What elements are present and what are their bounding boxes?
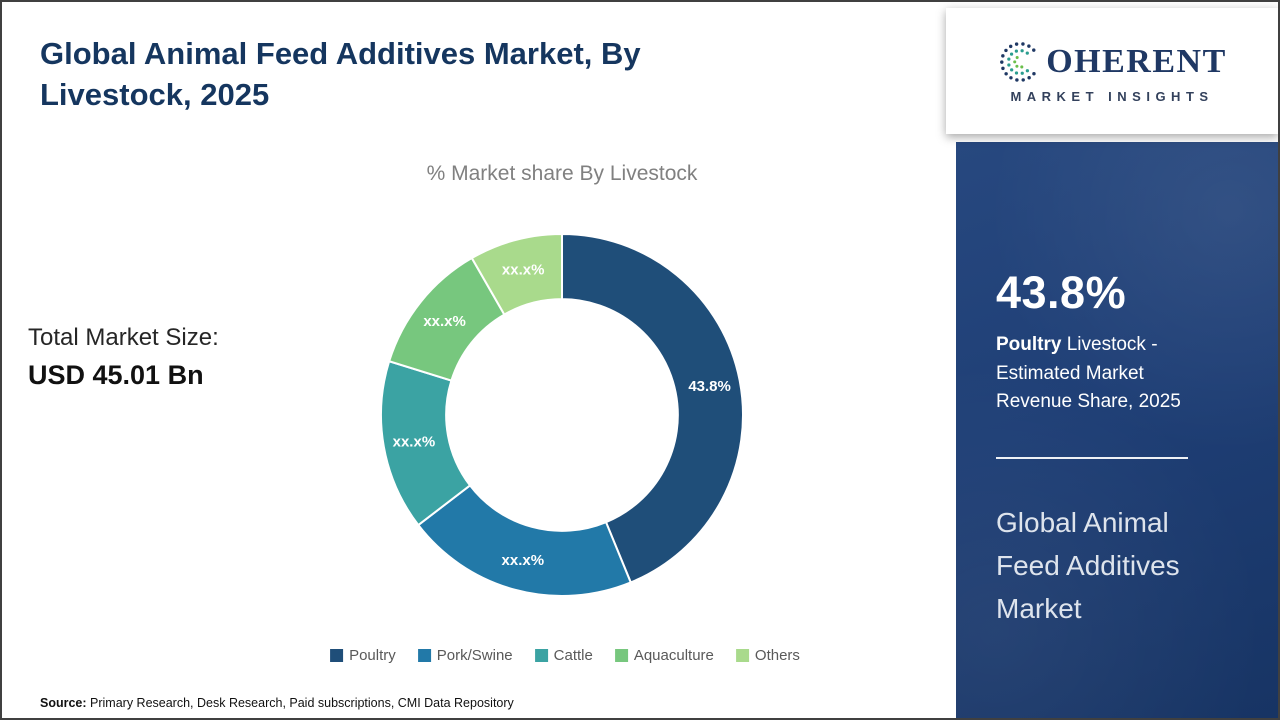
legend-swatch-icon [330,649,344,662]
legend-item-others: Others [735,647,800,664]
cmi-logo-subtext: MARKET INSIGHTS [1010,88,1214,104]
donut-chart-area: 43.8% xx.x% xx.x% xx.x% xx.x% [377,230,747,600]
sidebar-divider [996,456,1188,459]
donut-slice-poultry [561,232,744,584]
chart-legend: Poultry Pork/Swine Cattle Aquaculture Others [330,647,800,664]
page-title: Global Animal Feed Additives Market, By … [40,36,641,112]
source-line: Source: Primary Research, Desk Research,… [40,696,514,710]
source-text: Primary Research, Desk Research, Paid su… [86,696,514,710]
legend-swatch-icon [735,649,749,662]
slice-label-others: xx.x% [502,262,545,279]
legend-item-pork-swine: Pork/Swine [417,647,513,664]
legend-swatch-icon [614,649,628,662]
legend-label: Others [754,647,800,664]
total-market-size-block: Total Market Size: USD 45.01 Bn [28,324,219,391]
total-market-size-value: USD 45.01 Bn [28,360,204,390]
donut-chart: 43.8% xx.x% xx.x% xx.x% xx.x% [380,232,744,597]
sidebar-stat-description: Poultry Livestock - Estimated Market Rev… [996,331,1224,417]
legend-item-cattle: Cattle [534,647,593,664]
legend-swatch-icon [417,649,431,662]
legend-item-aquaculture: Aquaculture [614,647,714,664]
chart-title: % Market share By Livestock [426,162,698,185]
slice-label-poultry: 43.8% [688,378,731,395]
total-market-size-label: Total Market Size: [28,324,219,351]
donut-slice-pork-swine [416,484,633,597]
cmi-logo-dotted-c-icon [1000,41,1036,82]
legend-swatch-icon [534,649,548,662]
source-label: Source: [40,696,87,710]
donut-slice-others [470,232,563,316]
legend-label: Pork/Swine [436,647,513,664]
sidebar-stat-value: 43.8% [996,267,1127,318]
slice-label-pork-swine: xx.x% [502,552,545,569]
sidebar-stat-description-bold: Poultry [996,334,1062,355]
sidebar-report-title: Global Animal Feed Additives Market [996,506,1180,625]
legend-label: Poultry [349,647,396,664]
legend-label: Aquaculture [633,647,714,664]
slice-label-cattle: xx.x% [393,433,436,450]
legend-label: Cattle [553,647,593,664]
slice-label-aquaculture: xx.x% [423,313,466,330]
cmi-logo-wordmark: OHERENT [1046,42,1227,80]
cmi-logo-row: OHERENT [997,39,1227,85]
sidebar-panel: 43.8% Poultry Livestock - Estimated Mark… [956,142,1278,718]
cmi-logo: OHERENT MARKET INSIGHTS [946,8,1278,134]
sidebar-stat-description-rest: Livestock - Estimated Market Revenue Sha… [996,334,1181,412]
legend-item-poultry: Poultry [330,647,396,664]
